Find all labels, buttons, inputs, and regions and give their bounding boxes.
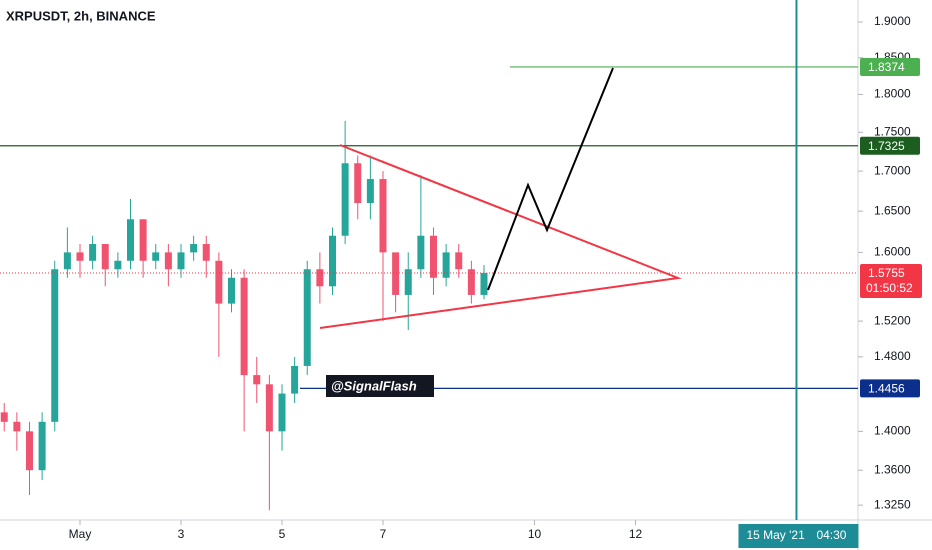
- candle-body: [101, 244, 109, 270]
- candle-body: [265, 384, 273, 432]
- candle-body: [215, 260, 223, 304]
- candle-body: [126, 219, 134, 261]
- y-tick-label: 1.3600: [874, 462, 911, 476]
- last-price-label: 1.5755: [868, 266, 905, 280]
- candle-body: [114, 260, 122, 270]
- x-tick-label: 5: [279, 527, 286, 541]
- candle-body: [51, 269, 59, 422]
- countdown-label: 01:50:52: [866, 281, 913, 295]
- level-price-label: 1.8374: [868, 60, 905, 74]
- candle-body: [480, 273, 488, 295]
- level-price-box: [860, 136, 920, 155]
- candle-body: [291, 365, 299, 394]
- candle-body: [341, 163, 349, 236]
- candle-body: [190, 244, 198, 253]
- x-tick-label: May: [69, 527, 92, 541]
- y-tick-label: 1.6000: [874, 245, 911, 259]
- level-price-box: [860, 57, 920, 76]
- candle-body: [63, 252, 71, 270]
- level-price-box: [860, 379, 920, 398]
- candle-body: [240, 277, 248, 376]
- candle-body: [13, 421, 21, 432]
- candle-body: [455, 252, 463, 270]
- x-tick-label: 12: [629, 527, 643, 541]
- y-tick-label: 1.7000: [874, 163, 911, 177]
- chart-title: XRPUSDT, 2h, BINANCE: [6, 8, 156, 23]
- candle-body: [328, 235, 336, 287]
- candle-body: [152, 252, 160, 261]
- y-tick-label: 1.9000: [874, 14, 911, 28]
- candle-body: [429, 235, 437, 278]
- plot: [0, 66, 858, 511]
- crosshair-box: [738, 524, 859, 548]
- candle-body: [253, 375, 261, 385]
- y-tick-label: 1.4800: [874, 349, 911, 363]
- candle-body: [25, 431, 33, 471]
- candle-body: [0, 412, 8, 422]
- candle-body: [139, 219, 147, 261]
- y-tick-label: 1.3250: [874, 497, 911, 511]
- candle-body: [316, 269, 324, 287]
- candle-body: [366, 179, 374, 204]
- y-tick-label: 1.8000: [874, 87, 911, 101]
- crosshair-date: 15 May '21: [746, 528, 805, 542]
- y-tick-label: 1.7500: [874, 124, 911, 138]
- candle-body: [38, 421, 46, 471]
- y-tick-label: 1.5200: [874, 313, 911, 327]
- candle-body: [278, 393, 286, 432]
- candle-body: [89, 244, 97, 261]
- candle-body: [227, 277, 235, 304]
- overlay: 15 May '21 04:30 @SignalFlash: [326, 0, 859, 548]
- x-tick-label: 7: [380, 527, 387, 541]
- candle-body: [379, 179, 387, 253]
- last-price-box: [860, 264, 922, 299]
- candle-body: [467, 269, 475, 295]
- signal-tag-box: [326, 375, 434, 397]
- candle-body: [164, 252, 172, 270]
- candle-body: [417, 235, 425, 270]
- candle-body: [76, 252, 84, 261]
- candle-body: [404, 269, 412, 295]
- projection-drawing: [487, 67, 614, 291]
- candle-body: [442, 252, 450, 278]
- y-tick-label: 1.6500: [874, 203, 911, 217]
- x-tick-label: 3: [178, 527, 185, 541]
- candle-body: [202, 244, 210, 261]
- level-price-label: 1.4456: [868, 382, 905, 396]
- candle-body: [303, 269, 311, 366]
- candle-body: [392, 252, 400, 295]
- signal-tag: @SignalFlash: [331, 378, 417, 393]
- y-tick-label: 1.4000: [874, 424, 911, 438]
- level-price-label: 1.7325: [868, 139, 905, 153]
- candle-body: [354, 163, 362, 204]
- triangle-drawing: [319, 144, 682, 329]
- candle-body: [177, 252, 185, 270]
- x-tick-label: 10: [528, 527, 542, 541]
- crosshair-time: 04:30: [816, 528, 846, 542]
